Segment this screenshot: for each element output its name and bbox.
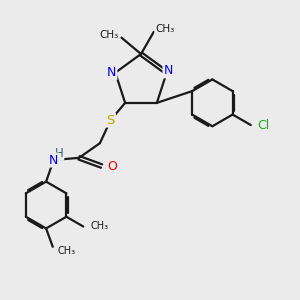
- Text: N: N: [107, 66, 116, 79]
- Text: O: O: [107, 160, 117, 172]
- Text: CH₃: CH₃: [57, 246, 75, 256]
- Text: H: H: [55, 147, 63, 160]
- Text: CH₃: CH₃: [91, 221, 109, 232]
- Text: S: S: [106, 114, 115, 127]
- Text: Cl: Cl: [257, 118, 270, 131]
- Text: CH₃: CH₃: [155, 24, 175, 34]
- Text: N: N: [49, 154, 58, 166]
- Text: CH₃: CH₃: [99, 30, 119, 40]
- Text: N: N: [164, 64, 173, 77]
